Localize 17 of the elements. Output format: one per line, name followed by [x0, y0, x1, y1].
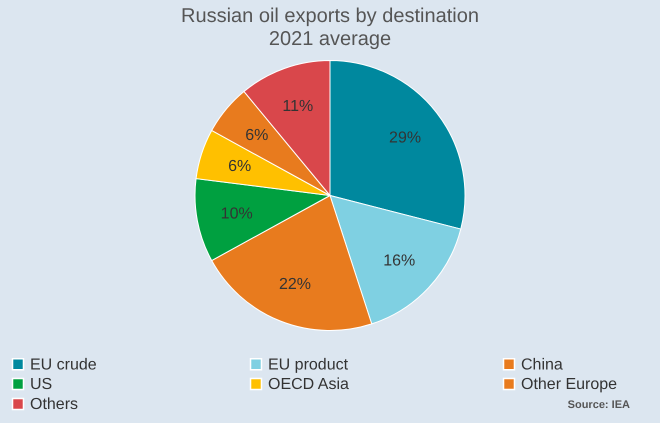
legend-label: OECD Asia — [268, 376, 350, 393]
legend-label: Other Europe — [521, 376, 618, 393]
chart-title: Russian oil exports by destination — [181, 5, 479, 27]
data-label: 29% — [389, 129, 422, 146]
data-label: 16% — [383, 252, 416, 270]
legend-label: China — [521, 356, 563, 374]
legend-label: EU product — [268, 356, 349, 374]
chart-subtitle: 2021 average — [268, 28, 392, 50]
data-label: 6% — [245, 126, 268, 144]
data-label: 22% — [279, 276, 312, 293]
legend-label: EU crude — [30, 356, 97, 374]
legend-label: Others — [30, 396, 78, 413]
source-note: Source: IEA — [568, 399, 630, 411]
data-label: 11% — [282, 98, 314, 116]
legend-label: US — [30, 376, 52, 393]
data-label: 10% — [220, 205, 253, 222]
data-label: 6% — [228, 158, 252, 176]
